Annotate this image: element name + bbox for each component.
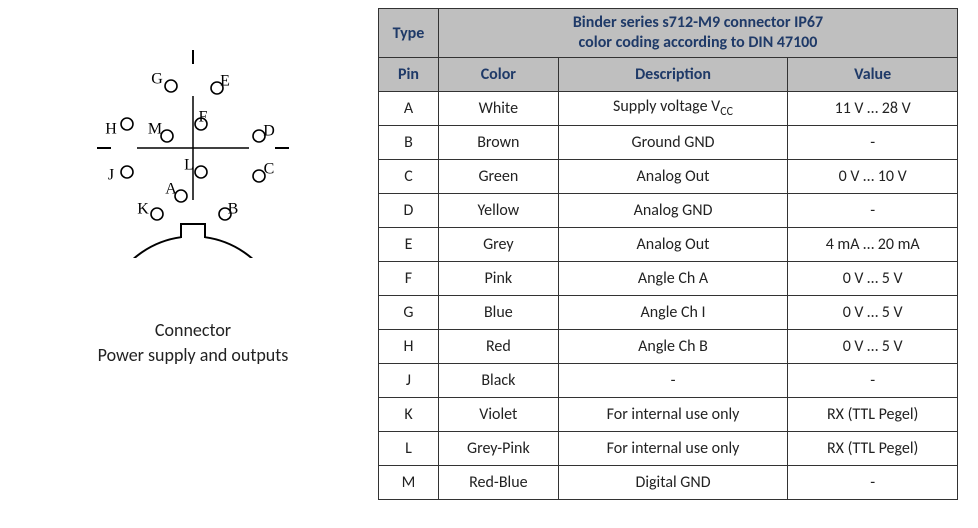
cell-pin: M: [379, 466, 439, 500]
cell-description: -: [558, 364, 788, 398]
table-row: KVioletFor internal use onlyRX (TTL Pege…: [379, 398, 958, 432]
table-row: JBlack--: [379, 364, 958, 398]
cell-description: Angle Ch A: [558, 262, 788, 296]
table-row: DYellowAnalog GND-: [379, 194, 958, 228]
cell-color: Black: [438, 364, 558, 398]
cell-description: Angle Ch B: [558, 330, 788, 364]
caption-line-1: Connector: [155, 319, 231, 341]
table-row: GBlueAngle Ch I0 V … 5 V: [379, 296, 958, 330]
header-color: Color: [438, 58, 558, 92]
cell-color: Grey-Pink: [438, 432, 558, 466]
cell-pin: F: [379, 262, 439, 296]
cell-pin: J: [379, 364, 439, 398]
cell-pin: L: [379, 432, 439, 466]
cell-value: 4 mA … 20 mA: [788, 228, 958, 262]
table-row: EGreyAnalog Out4 mA … 20 mA: [379, 228, 958, 262]
table-row: FPinkAngle Ch A0 V … 5 V: [379, 262, 958, 296]
title-row: Type Binder series s712-M9 connector IP6…: [379, 9, 958, 58]
cell-value: 0 V … 10 V: [788, 160, 958, 194]
cell-value: 0 V … 5 V: [788, 330, 958, 364]
cell-description: For internal use only: [558, 398, 788, 432]
cell-value: RX (TTL Pegel): [788, 432, 958, 466]
svg-text:F: F: [199, 109, 208, 126]
cell-value: RX (TTL Pegel): [788, 398, 958, 432]
cell-pin: B: [379, 126, 439, 160]
cell-color: Brown: [438, 126, 558, 160]
cell-color: White: [438, 92, 558, 126]
cell-description: Supply voltage VCC: [558, 92, 788, 126]
header-pin: Pin: [379, 58, 439, 92]
diagram-column: G E H M F D J L C AK B Connector Power supply and …: [8, 8, 378, 368]
table-row: BBrownGround GND-: [379, 126, 958, 160]
cell-pin: E: [379, 228, 439, 262]
cell-description: Angle Ch I: [558, 296, 788, 330]
header-value: Value: [788, 58, 958, 92]
cell-value: -: [788, 466, 958, 500]
svg-text:C: C: [264, 161, 275, 178]
caption-line-2: Power supply and outputs: [98, 344, 289, 366]
cell-pin: A: [379, 92, 439, 126]
cell-value: -: [788, 364, 958, 398]
cell-description: Analog Out: [558, 160, 788, 194]
svg-text:D: D: [263, 123, 275, 140]
cell-color: Pink: [438, 262, 558, 296]
cell-color: Red-Blue: [438, 466, 558, 500]
cell-description: Ground GND: [558, 126, 788, 160]
cell-color: Red: [438, 330, 558, 364]
connector-title: Binder series s712-M9 connector IP67 col…: [438, 9, 957, 58]
header-desc: Description: [558, 58, 788, 92]
table-row: CGreenAnalog Out0 V … 10 V: [379, 160, 958, 194]
svg-text:H: H: [105, 121, 117, 138]
table-row: AWhiteSupply voltage VCC11 V … 28 V: [379, 92, 958, 126]
cell-description: For internal use only: [558, 432, 788, 466]
cell-pin: G: [379, 296, 439, 330]
table-row: HRedAngle Ch B0 V … 5 V: [379, 330, 958, 364]
cell-value: 0 V … 5 V: [788, 262, 958, 296]
svg-text:L: L: [184, 157, 194, 174]
cell-color: Yellow: [438, 194, 558, 228]
table-row: LGrey-PinkFor internal use onlyRX (TTL P…: [379, 432, 958, 466]
svg-text:E: E: [220, 73, 230, 90]
svg-text:B: B: [228, 201, 239, 218]
cell-color: Blue: [438, 296, 558, 330]
svg-text:G: G: [151, 71, 163, 88]
svg-text:A: A: [165, 181, 177, 198]
svg-text:J: J: [108, 167, 114, 184]
cell-pin: C: [379, 160, 439, 194]
cell-value: -: [788, 194, 958, 228]
table-column: Type Binder series s712-M9 connector IP6…: [378, 8, 970, 500]
cell-pin: K: [379, 398, 439, 432]
cell-value: 0 V … 5 V: [788, 296, 958, 330]
cell-color: Violet: [438, 398, 558, 432]
cell-description: Analog GND: [558, 194, 788, 228]
svg-text:M: M: [148, 121, 162, 138]
cell-value: 11 V … 28 V: [788, 92, 958, 126]
table-row: MRed-BlueDigital GND-: [379, 466, 958, 500]
cell-pin: D: [379, 194, 439, 228]
cell-description: Analog Out: [558, 228, 788, 262]
cell-value: -: [788, 126, 958, 160]
svg-text:K: K: [137, 201, 149, 218]
connector-diagram: G E H M F D J L C AK B: [83, 38, 303, 258]
cell-description: Digital GND: [558, 466, 788, 500]
header-row: Pin Color Description Value: [379, 58, 958, 92]
cell-color: Green: [438, 160, 558, 194]
cell-color: Grey: [438, 228, 558, 262]
type-header: Type: [379, 9, 439, 58]
diagram-caption: Connector Power supply and outputs: [98, 318, 289, 368]
pinout-table: Type Binder series s712-M9 connector IP6…: [378, 8, 958, 500]
cell-pin: H: [379, 330, 439, 364]
